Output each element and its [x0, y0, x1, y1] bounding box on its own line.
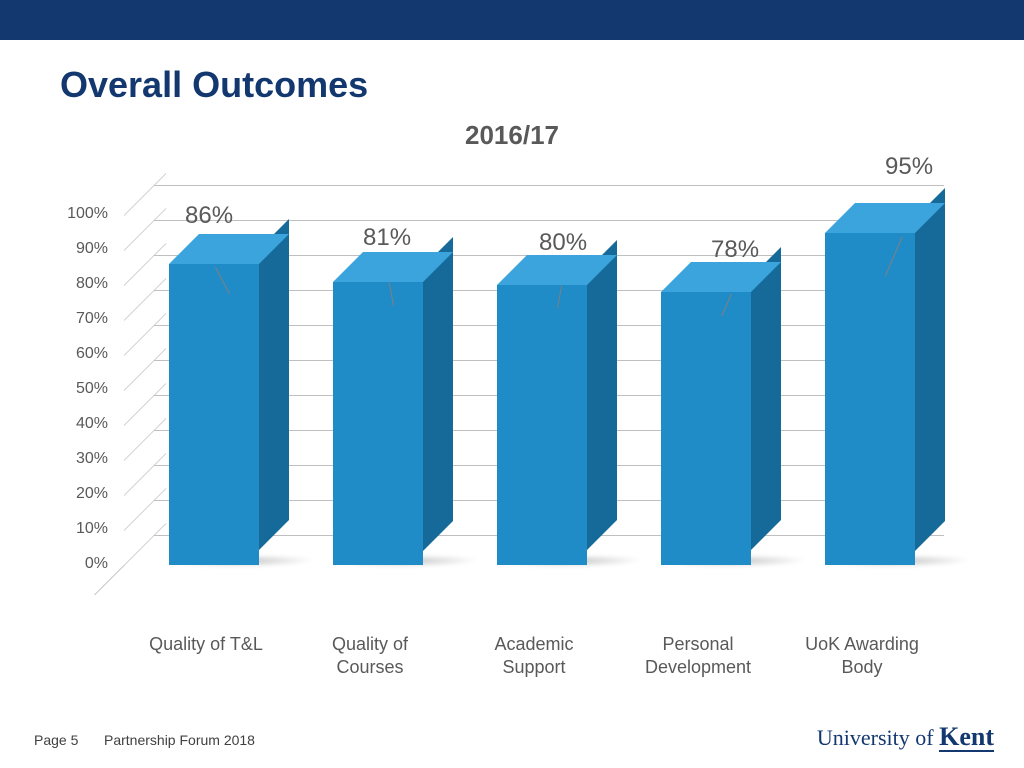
bar-value-label: 86% [185, 202, 233, 230]
y-tick-label: 80% [48, 275, 108, 293]
y-tick-label: 10% [48, 520, 108, 538]
brand-name: Kent [939, 722, 994, 751]
bar [169, 234, 289, 565]
footer: Page 5 Partnership Forum 2018 University… [0, 718, 1024, 754]
bar-value-label: 95% [885, 153, 933, 181]
y-tick-label: 70% [48, 310, 108, 328]
y-tick-label: 90% [48, 240, 108, 258]
y-tick-label: 50% [48, 380, 108, 398]
x-tick-label: AcademicSupport [452, 633, 616, 678]
bar [661, 262, 781, 565]
y-tick-label: 40% [48, 415, 108, 433]
bar [333, 252, 453, 566]
y-tick-label: 30% [48, 450, 108, 468]
y-tick-label: 20% [48, 485, 108, 503]
bar-value-label: 80% [539, 229, 587, 257]
top-bar [0, 0, 1024, 40]
brand-prefix: University of [817, 725, 939, 750]
event-name: Partnership Forum 2018 [104, 732, 255, 748]
x-tick-label: Quality ofCourses [288, 633, 452, 678]
bar-chart-3d: 0%10%20%30%40%50%60%70%80%90%100%86%Qual… [54, 155, 954, 675]
bar [825, 203, 945, 566]
y-tick-label: 60% [48, 345, 108, 363]
x-tick-label: UoK AwardingBody [780, 633, 944, 678]
bar-value-label: 81% [363, 224, 411, 252]
page-number: Page 5 [34, 732, 78, 748]
x-tick-label: Quality of T&L [124, 633, 288, 656]
y-tick-label: 0% [48, 555, 108, 573]
slide-title: Overall Outcomes [0, 40, 1024, 114]
x-tick-label: PersonalDevelopment [616, 633, 780, 678]
y-tick-label: 100% [48, 205, 108, 223]
bar-value-label: 78% [711, 236, 759, 264]
university-logo: University of Kent [817, 722, 994, 752]
chart-subtitle: 2016/17 [0, 120, 1024, 151]
